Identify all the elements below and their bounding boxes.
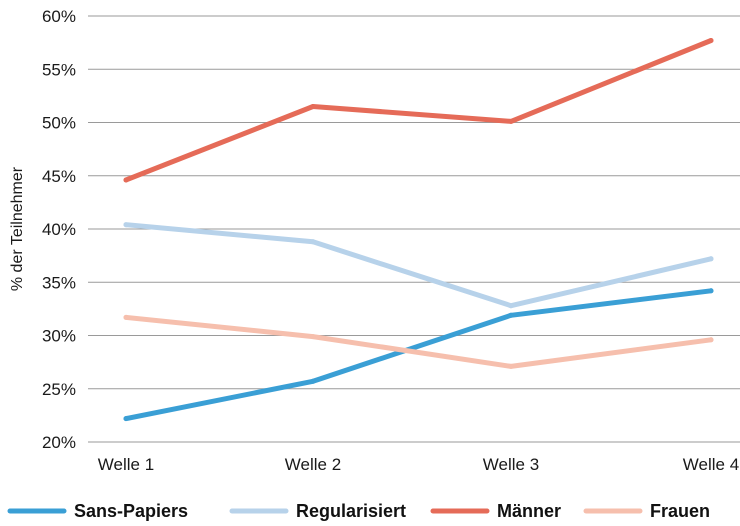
series-line (123, 38, 714, 183)
legend-item: Frauen (583, 501, 710, 521)
series-3 (123, 314, 714, 369)
y-tick-label: 60% (42, 7, 76, 26)
x-axis-ticks: Welle 1 Welle 2 Welle 3 Welle 4 (98, 455, 739, 474)
legend-item: Männer (430, 501, 561, 521)
data-point (508, 118, 514, 124)
data-point (123, 177, 129, 183)
series-lines (123, 38, 714, 422)
data-point (310, 334, 316, 340)
series-0 (123, 288, 714, 422)
y-tick-label: 55% (42, 60, 76, 79)
data-point (708, 256, 714, 262)
y-axis-label: % der Teilnehmer (9, 166, 26, 291)
y-axis-ticks: 20% 25% 30% 35% 40% 45% 50% 55% 60% (42, 7, 76, 452)
x-tick-label: Welle 1 (98, 455, 154, 474)
series-line (123, 288, 714, 422)
y-tick-label: 25% (42, 380, 76, 399)
legend-item: Sans-Papiers (7, 501, 188, 521)
legend-label: Regularisiert (296, 501, 406, 521)
series-line (123, 222, 714, 309)
data-point (708, 38, 714, 43)
legend-label: Sans-Papiers (74, 501, 188, 521)
y-tick-label: 30% (42, 327, 76, 346)
legend: Sans-Papiers Regularisiert Männer Frauen (7, 501, 710, 521)
legend-label: Männer (497, 501, 561, 521)
data-point (310, 239, 316, 245)
y-tick-label: 35% (42, 273, 76, 292)
legend-label: Frauen (650, 501, 710, 521)
y-tick-label: 45% (42, 167, 76, 186)
data-point (310, 104, 316, 109)
data-point (508, 312, 514, 318)
series-line (123, 314, 714, 369)
data-point (708, 288, 714, 294)
data-point (508, 363, 514, 369)
x-tick-label: Welle 2 (285, 455, 341, 474)
x-tick-label: Welle 4 (683, 455, 739, 474)
data-point (123, 314, 129, 320)
series-2 (123, 38, 714, 183)
x-tick-label: Welle 3 (483, 455, 539, 474)
legend-item: Regularisiert (229, 501, 406, 521)
y-tick-label: 20% (42, 433, 76, 452)
data-point (310, 378, 316, 384)
data-point (708, 337, 714, 343)
data-point (508, 303, 514, 309)
y-tick-label: 40% (42, 220, 76, 239)
data-point (123, 416, 129, 422)
y-tick-label: 50% (42, 114, 76, 133)
series-1 (123, 222, 714, 309)
data-point (123, 222, 129, 228)
